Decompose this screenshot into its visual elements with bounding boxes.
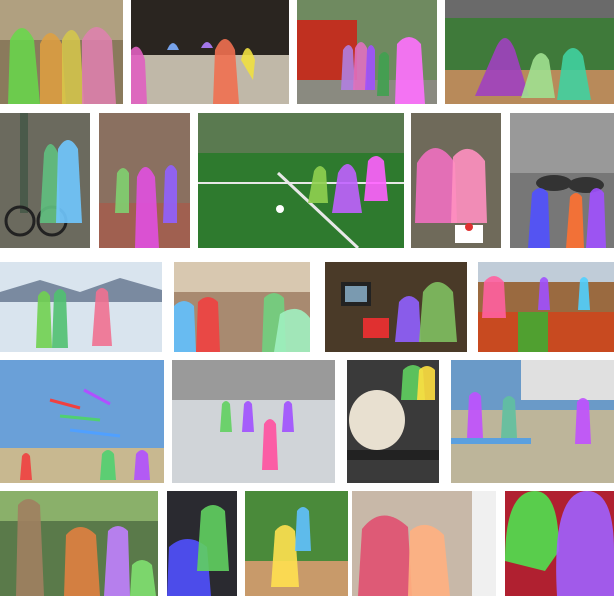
tile-park-group xyxy=(0,491,158,596)
tile-street-food-truck xyxy=(297,0,437,104)
tile-dog-on-skateboard xyxy=(347,360,439,483)
tile-indoor-hug xyxy=(352,491,496,596)
tile-ski-slope xyxy=(0,262,162,352)
tile-couple-cake xyxy=(411,113,501,248)
tile-beach-walkers xyxy=(451,360,614,483)
tile-baseball-field xyxy=(445,0,614,104)
tile-mall-walkers xyxy=(99,113,190,248)
tile-tennis-court xyxy=(245,491,348,596)
tile-snow-crowd xyxy=(172,360,335,483)
tile-living-room-tv xyxy=(325,262,467,352)
tile-soccer-field xyxy=(198,113,404,248)
tile-bicycle-street xyxy=(0,113,90,248)
tile-indoor-group-people xyxy=(0,0,123,104)
tile-restaurant-diners xyxy=(174,262,310,352)
tile-kitchen-cooks xyxy=(131,0,289,104)
tile-kitchen-child xyxy=(167,491,237,596)
tile-beach-kites xyxy=(0,360,164,483)
tile-umbrellas-street xyxy=(510,113,614,248)
tile-face-closeup xyxy=(505,491,614,596)
tile-fruit-market xyxy=(478,262,614,352)
